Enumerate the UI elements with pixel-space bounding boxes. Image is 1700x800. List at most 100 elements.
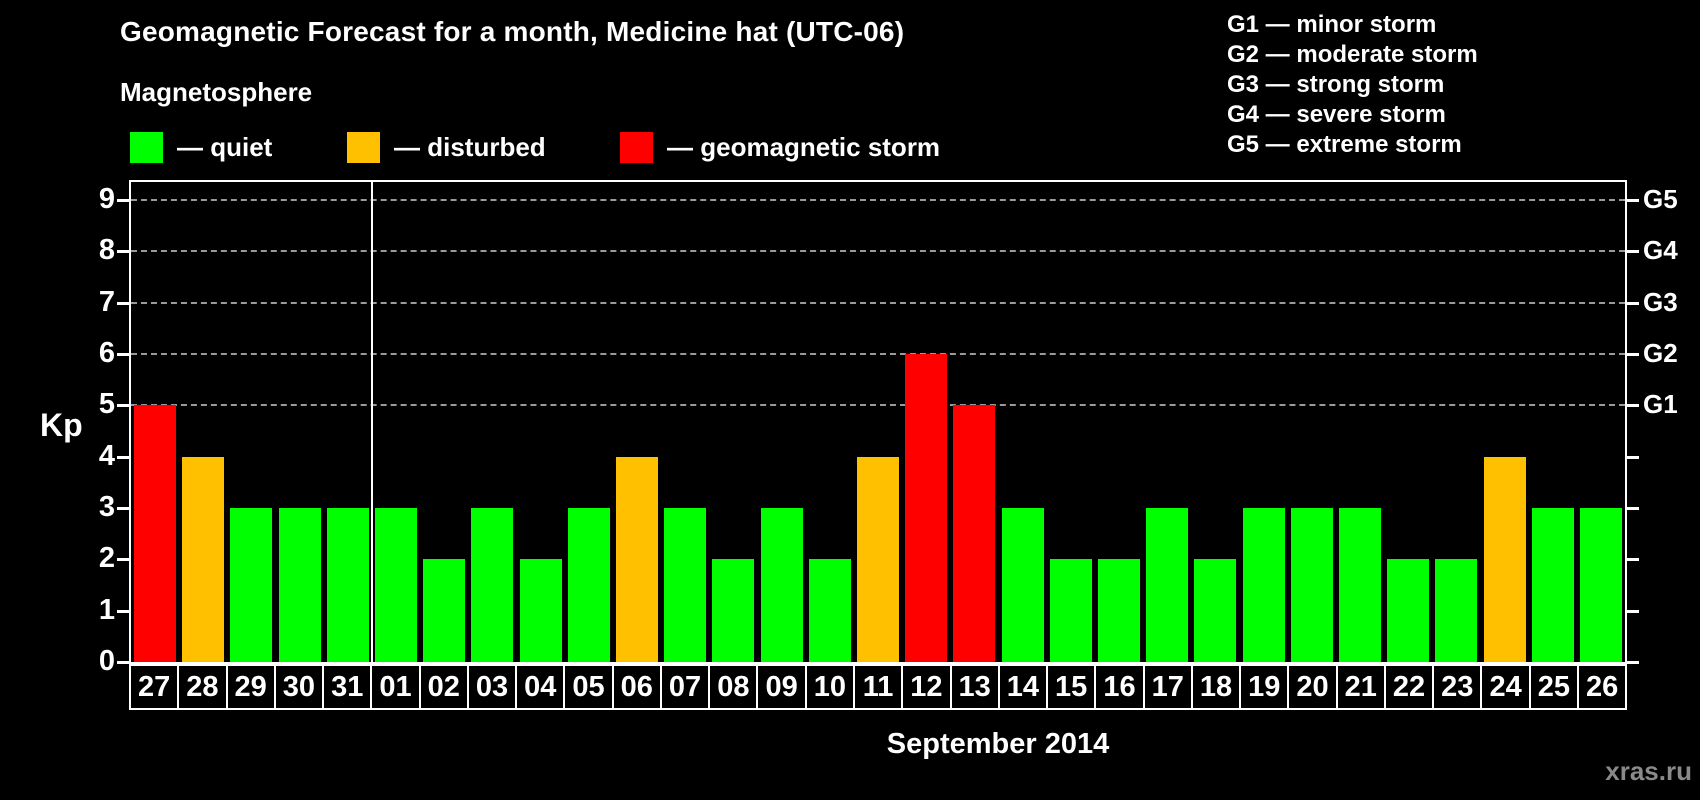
y-tick-right-2: [1627, 558, 1639, 562]
y-tick-right-3: [1627, 507, 1639, 510]
y-axis-title: Kp: [40, 407, 83, 443]
date-box-09: 09: [756, 664, 807, 710]
y-tick-label-5: 5: [98, 388, 115, 421]
plot-area: [129, 180, 1627, 664]
kp-bar-29: [230, 508, 273, 662]
g-scale-label-G1: G1: [1643, 389, 1678, 420]
date-box-12: 12: [901, 664, 952, 710]
gridline-kp-5: [131, 404, 1625, 407]
kp-bar-13: [953, 405, 996, 662]
kp-bar-30: [278, 508, 321, 662]
date-box-26: 26: [1576, 664, 1628, 710]
kp-bar-31: [326, 508, 369, 662]
y-tick-left-8: [117, 250, 129, 254]
y-tick-right-4: [1627, 455, 1639, 459]
y-tick-left-6: [117, 353, 129, 356]
gridline-kp-7: [131, 301, 1625, 304]
y-tick-label-1: 1: [98, 593, 115, 626]
x-axis-month-label: September 2014: [886, 728, 1110, 760]
date-box-04: 04: [515, 664, 566, 710]
kp-bar-11: [857, 457, 899, 662]
date-box-16: 16: [1094, 664, 1145, 710]
kp-bar-08: [712, 559, 755, 662]
kp-bar-26: [1579, 508, 1622, 662]
y-tick-left-9: [117, 199, 129, 202]
y-tick-left-3: [117, 507, 129, 510]
kp-bar-14: [1001, 508, 1044, 662]
y-tick-left-2: [117, 558, 129, 562]
kp-bar-12: [905, 354, 948, 662]
y-tick-left-0: [117, 661, 129, 664]
legend-label-disturbed: — disturbed: [394, 132, 546, 162]
storm-scale-legend-line: G3 — strong storm: [1227, 71, 1445, 98]
chart-title: Geomagnetic Forecast for a month, Medici…: [120, 16, 905, 47]
date-box-14: 14: [997, 664, 1049, 710]
magnetosphere-legend-heading: Magnetosphere: [120, 77, 313, 107]
y-tick-left-1: [117, 609, 129, 613]
kp-bar-17: [1146, 508, 1189, 662]
watermark: xras.ru: [1605, 756, 1692, 786]
date-box-28: 28: [177, 664, 228, 710]
y-tick-label-3: 3: [98, 491, 115, 523]
date-box-22: 22: [1383, 664, 1435, 710]
gridline-kp-8: [131, 250, 1625, 253]
y-tick-left-4: [117, 455, 129, 459]
gridline-kp-9: [131, 199, 1625, 201]
date-box-07: 07: [659, 664, 711, 710]
date-box-15: 15: [1046, 664, 1097, 710]
date-box-02: 02: [418, 664, 469, 710]
date-box-10: 10: [804, 664, 855, 710]
y-tick-right-1: [1627, 609, 1639, 613]
legend-label-quiet: — quiet: [177, 132, 273, 162]
storm-scale-legend-line: G5 — extreme storm: [1227, 131, 1462, 158]
kp-bar-10: [808, 559, 851, 662]
kp-bar-07: [664, 508, 707, 662]
legend-label-geomagnetic-storm: — geomagnetic storm: [667, 132, 941, 162]
date-box-21: 21: [1335, 664, 1386, 710]
date-box-20: 20: [1287, 664, 1338, 710]
date-box-03: 03: [466, 664, 518, 710]
date-box-29: 29: [225, 664, 276, 710]
legend-swatch-quiet: [130, 132, 163, 163]
date-box-24: 24: [1480, 664, 1531, 710]
kp-bar-01: [375, 508, 418, 662]
y-tick-right-6: [1627, 353, 1639, 356]
date-box-27: 27: [129, 664, 180, 710]
g-scale-label-G2: G2: [1643, 338, 1678, 368]
date-box-30: 30: [273, 664, 325, 710]
legend-swatch-disturbed: [347, 132, 380, 163]
month-separator-line: [370, 182, 373, 662]
storm-scale-legend-line: G2 — moderate storm: [1227, 41, 1478, 68]
y-tick-right-7: [1627, 301, 1639, 305]
date-box-25: 25: [1528, 664, 1579, 710]
gridline-kp-6: [131, 353, 1625, 355]
y-tick-right-9: [1627, 199, 1639, 202]
y-tick-label-9: 9: [98, 183, 115, 215]
y-tick-left-7: [117, 301, 129, 305]
g-scale-label-G3: G3: [1643, 286, 1678, 317]
date-box-05: 05: [563, 664, 614, 710]
kp-bar-03: [471, 508, 514, 662]
date-box-06: 06: [611, 664, 662, 710]
kp-bar-04: [519, 559, 562, 662]
kp-bar-25: [1531, 508, 1574, 662]
legend-swatch-geomagnetic-storm: [620, 132, 653, 163]
y-tick-left-5: [117, 404, 129, 408]
kp-bar-24: [1483, 457, 1526, 662]
g-scale-label-G5: G5: [1643, 184, 1678, 214]
storm-scale-legend-line: G1 — minor storm: [1227, 11, 1437, 38]
storm-scale-legend: G1 — minor storm G2 — moderate storm G3 — …: [1227, 10, 1478, 160]
y-tick-label-6: 6: [98, 337, 115, 369]
y-tick-label-8: 8: [98, 234, 115, 267]
kp-bar-19: [1242, 508, 1285, 662]
legend-item-quiet: — quiet: [130, 132, 272, 163]
y-tick-label-7: 7: [98, 285, 115, 318]
y-tick-right-5: [1627, 404, 1639, 408]
kp-bar-18: [1194, 559, 1237, 662]
kp-bar-28: [182, 457, 225, 662]
x-axis-date-row: 27 28 29 30 31 01 02 03 04 05 06 07 08 09 10 11 12 13 14 15…: [129, 664, 1628, 710]
storm-scale-legend-line: G4 — severe storm: [1227, 101, 1446, 128]
date-box-01: 01: [370, 664, 421, 710]
y-tick-label-0: 0: [98, 645, 115, 677]
